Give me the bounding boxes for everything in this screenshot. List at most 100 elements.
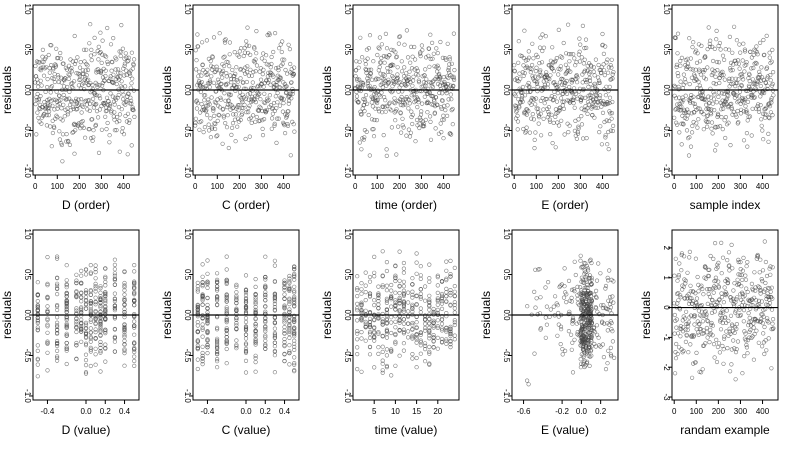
data-point — [726, 318, 731, 324]
data-point — [771, 326, 776, 331]
data-point — [236, 108, 241, 113]
data-point — [225, 104, 230, 110]
data-point — [545, 280, 551, 285]
data-point — [406, 309, 411, 314]
data-point — [721, 361, 726, 366]
data-point — [87, 127, 92, 132]
data-point — [397, 298, 402, 304]
data-point — [423, 83, 428, 88]
x-tick-label: -0.2 — [555, 407, 569, 416]
data-point — [714, 142, 719, 147]
y-tick-label: 0.5 — [343, 269, 352, 281]
data-point — [243, 336, 249, 341]
data-point — [701, 112, 706, 117]
data-point — [543, 315, 548, 320]
data-point — [282, 296, 287, 302]
data-point — [580, 342, 585, 347]
data-point — [703, 341, 708, 346]
data-point — [243, 370, 249, 375]
data-point — [85, 67, 91, 73]
data-point — [119, 107, 124, 112]
data-point — [282, 303, 287, 308]
data-point — [209, 95, 214, 100]
data-point — [600, 110, 606, 115]
data-point — [253, 300, 258, 305]
data-point — [112, 271, 117, 276]
data-point — [287, 335, 292, 341]
data-point — [607, 84, 612, 89]
data-point — [685, 324, 691, 329]
data-point — [531, 86, 536, 92]
data-point — [570, 317, 575, 322]
data-point — [717, 124, 723, 129]
data-point — [38, 78, 43, 83]
data-point — [387, 100, 393, 105]
data-point — [54, 328, 60, 333]
data-point — [416, 100, 421, 105]
data-point — [410, 54, 415, 59]
data-point — [586, 84, 591, 89]
data-point — [245, 25, 250, 30]
data-point — [584, 323, 590, 328]
data-point — [243, 358, 249, 364]
data-point — [232, 49, 237, 55]
data-point — [205, 310, 210, 315]
data-point — [35, 343, 40, 348]
data-point — [59, 80, 64, 85]
data-point — [680, 318, 685, 323]
data-point — [768, 264, 773, 269]
data-point — [367, 83, 372, 88]
data-point — [262, 100, 268, 106]
data-point — [47, 103, 53, 108]
data-point — [253, 304, 258, 310]
data-point — [751, 321, 756, 326]
data-point — [448, 331, 453, 336]
data-point — [112, 278, 117, 283]
data-point — [54, 307, 60, 313]
data-point — [251, 69, 256, 75]
data-point — [202, 98, 207, 103]
data-point — [200, 62, 205, 67]
data-point — [401, 78, 406, 83]
data-point — [695, 274, 700, 280]
data-point — [240, 92, 245, 97]
data-point — [41, 112, 46, 117]
data-point — [591, 69, 596, 74]
data-point — [38, 93, 43, 99]
data-point — [582, 95, 588, 100]
data-point — [355, 286, 360, 291]
data-point — [584, 291, 590, 296]
data-point — [112, 257, 117, 262]
data-point — [414, 271, 419, 276]
data-point — [223, 98, 228, 103]
data-point — [292, 129, 297, 134]
data-point — [707, 332, 712, 337]
data-point — [444, 338, 449, 343]
data-point — [388, 69, 393, 74]
data-point — [397, 249, 402, 254]
data-point — [712, 107, 717, 113]
data-point — [414, 332, 419, 337]
data-point — [691, 94, 696, 99]
data-point — [226, 98, 231, 103]
data-point — [214, 134, 219, 139]
data-point — [56, 55, 61, 61]
data-point — [678, 334, 683, 339]
data-point — [271, 49, 276, 55]
data-point — [64, 325, 69, 330]
data-point — [423, 284, 428, 289]
data-point — [380, 274, 385, 279]
data-point — [281, 100, 286, 106]
data-point — [708, 95, 714, 100]
data-point — [132, 345, 137, 351]
data-point — [201, 105, 206, 110]
data-point — [766, 336, 771, 341]
data-point — [688, 144, 694, 149]
x-axis-label: D (value) — [62, 423, 111, 437]
data-point — [725, 281, 731, 286]
data-point — [95, 115, 101, 120]
data-point — [355, 345, 360, 350]
data-point — [132, 269, 137, 274]
data-point — [418, 294, 423, 300]
data-point — [110, 60, 115, 65]
